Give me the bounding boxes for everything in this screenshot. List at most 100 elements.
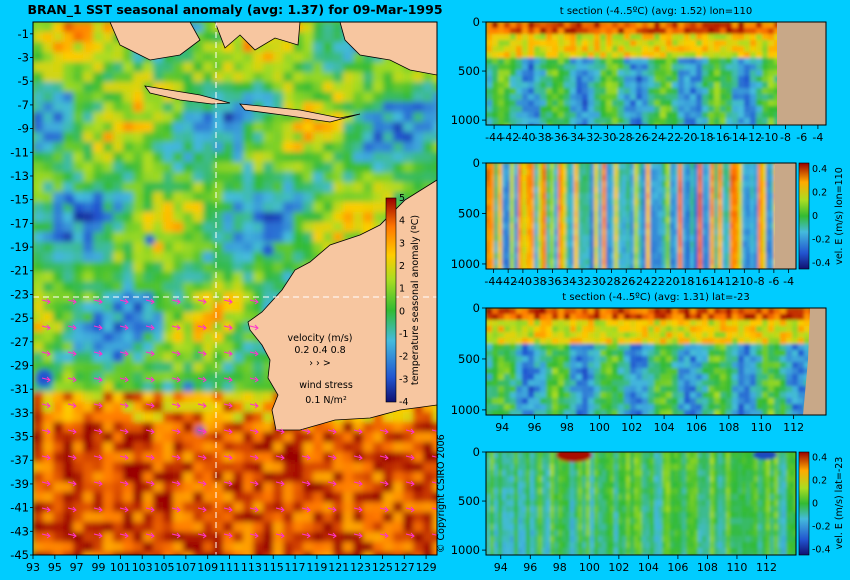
x-tick-label: 108 — [697, 561, 718, 574]
y-tick-label: -43 — [10, 524, 29, 538]
x-tick-label: -16 — [691, 275, 709, 288]
map-y-axis: -1 -3 -5 -7 -9 -11 -13 -15 -17 -19 -21 -23 -25 -27 -29… — [10, 27, 33, 562]
x-tick-label: -44 — [485, 131, 503, 144]
y-tick-label: -31 — [10, 382, 29, 396]
x-tick-label: 113 — [241, 561, 262, 574]
x-tick-label: -44 — [484, 275, 502, 288]
section4-colorbar-label: vel. E (m/s) lat=-23 — [834, 457, 845, 550]
x-tick-label: -4 — [783, 275, 794, 288]
x-tick-label: -12 — [744, 131, 762, 144]
land-nusa-tenggara — [239, 103, 361, 123]
section4-panel: 94 96 98 100 102 104 106 108 110 112 0 500 1000 0.4… — [451, 445, 845, 574]
y-tick-label: -15 — [10, 193, 29, 207]
y-tick-label: 1000 — [451, 257, 480, 271]
x-tick-label: -24 — [647, 131, 665, 144]
map-x-axis: 93 95 97 99 101 103 105 107 109 111 113 115 117 119 12… — [26, 555, 437, 574]
x-tick-label: 107 — [175, 561, 196, 574]
section3-panel: 94 96 98 100 102 104 106 108 110 112 0 500 1000 — [451, 301, 827, 434]
velocity-legend-label: velocity (m/s) — [288, 333, 353, 344]
y-tick-label: -21 — [10, 264, 29, 278]
x-tick-label: 112 — [783, 421, 804, 434]
section1-land — [777, 22, 826, 125]
y-tick-label: -35 — [10, 430, 29, 444]
x-tick-label: 93 — [26, 561, 40, 574]
land-new-guinea — [339, 22, 437, 76]
x-tick-label: -10 — [735, 275, 753, 288]
colorbar-tick-label: 5 — [399, 193, 405, 204]
y-tick-label: 0 — [473, 15, 480, 29]
map-frame — [32, 21, 438, 556]
colorbar-tick-label: 0.4 — [812, 453, 827, 464]
y-tick-label: -29 — [10, 358, 29, 372]
x-tick-label: -16 — [712, 131, 730, 144]
x-tick-label: 98 — [553, 561, 567, 574]
x-tick-label: 119 — [306, 561, 327, 574]
colorbar-tick-label: 4 — [399, 216, 405, 227]
x-tick-label: -40 — [517, 131, 535, 144]
land-borneo — [109, 22, 201, 61]
x-tick-label: 96 — [523, 561, 537, 574]
y-tick-label: -5 — [18, 74, 29, 88]
x-tick-label: 100 — [579, 561, 600, 574]
y-tick-label: 500 — [458, 352, 480, 366]
x-tick-label: -38 — [534, 131, 552, 144]
y-tick-label: 1000 — [451, 403, 480, 417]
colorbar-tick-label: 0.2 — [812, 187, 827, 198]
x-tick-label: 100 — [589, 421, 610, 434]
x-tick-label: -42 — [501, 131, 519, 144]
colorbar-tick-label: -0.2 — [812, 235, 831, 246]
section4-x-axis: 94 96 98 100 102 104 106 108 110 112 — [494, 555, 777, 574]
y-tick-label: -19 — [10, 240, 29, 254]
land-java — [144, 85, 231, 105]
x-tick-label: 105 — [154, 561, 175, 574]
x-tick-label: -14 — [728, 131, 746, 144]
x-tick-label: -8 — [780, 131, 791, 144]
section3-land — [803, 308, 826, 415]
x-tick-label: 103 — [132, 561, 153, 574]
x-tick-label: -8 — [754, 275, 765, 288]
colorbar-tick-label: -1 — [399, 329, 408, 340]
x-tick-label: -26 — [617, 275, 635, 288]
x-tick-label: 125 — [372, 561, 393, 574]
colorbar-tick-label: -3 — [399, 374, 408, 385]
x-tick-label: -12 — [721, 275, 739, 288]
x-tick-label: -28 — [615, 131, 633, 144]
y-tick-label: -17 — [10, 216, 29, 230]
y-tick-label: -45 — [10, 548, 29, 562]
x-tick-label: -18 — [676, 275, 694, 288]
y-tick-label: 1000 — [451, 543, 480, 557]
colorbar-tick-label: -0.4 — [812, 544, 831, 555]
y-tick-label: 0 — [473, 301, 480, 315]
x-tick-label: -18 — [696, 131, 714, 144]
map-colorbar-ticks: 5 4 3 2 1 0 -1 -2 -3 -4 — [399, 193, 408, 408]
y-tick-label: -9 — [18, 122, 29, 136]
section4-colorbar-ticks: 0.4 0.2 0 -0.2 -0.4 — [812, 453, 831, 556]
colorbar-tick-label: -0.4 — [812, 258, 831, 269]
y-tick-label: -25 — [10, 311, 29, 325]
x-tick-label: 99 — [92, 561, 106, 574]
x-tick-label: -40 — [514, 275, 532, 288]
x-tick-label: 129 — [416, 561, 437, 574]
map-colorbar-label: temperature seasonal anomaly (ºC) — [410, 215, 421, 385]
y-tick-label: -11 — [10, 145, 29, 159]
x-tick-label: 111 — [219, 561, 240, 574]
x-tick-label: 104 — [654, 421, 675, 434]
sst-map-panel: 93 95 97 99 101 103 105 107 109 111 113 115 117 119 12… — [10, 21, 438, 574]
x-tick-label: -36 — [550, 131, 568, 144]
colorbar-tick-label: 1 — [399, 284, 405, 295]
section2-x-axis: -44-42-40-38-36-34-32-30-28-26-24-22-20-… — [484, 269, 794, 288]
x-tick-label: -6 — [768, 275, 779, 288]
x-tick-label: 106 — [686, 421, 707, 434]
x-tick-label: -42 — [499, 275, 517, 288]
section2-colorbar-ticks: 0.4 0.2 0 -0.2 -0.4 — [812, 164, 831, 269]
colorbar-tick-label: 0.4 — [812, 164, 827, 175]
y-tick-label: 0 — [473, 156, 480, 170]
y-tick-label: -23 — [10, 287, 29, 301]
y-tick-label: -1 — [18, 27, 29, 41]
x-tick-label: 110 — [726, 561, 747, 574]
section1-y-axis: 0 500 1000 — [451, 15, 486, 127]
section1-panel: -44-42-40-38-36-34-32-30-28-26-24-22-20-… — [451, 15, 827, 144]
x-tick-label: -28 — [602, 275, 620, 288]
colorbar-tick-label: 2 — [399, 261, 405, 272]
x-tick-label: -4 — [812, 131, 823, 144]
